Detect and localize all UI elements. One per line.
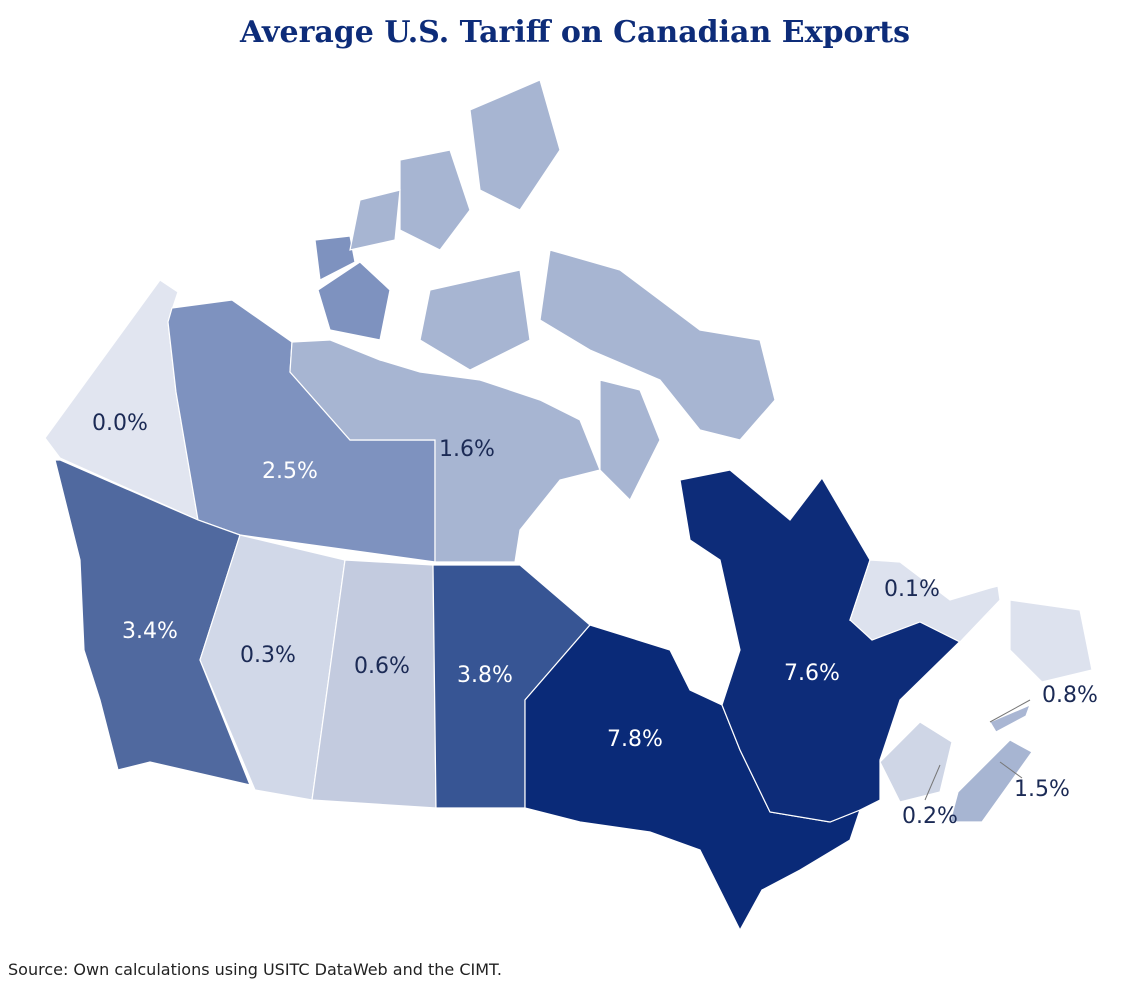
region-label: 0.3%: [240, 643, 296, 668]
region: [524, 624, 861, 932]
region: [349, 189, 401, 251]
region: [849, 559, 1001, 643]
region-label: 0.1%: [884, 577, 940, 602]
region: [289, 339, 601, 563]
leader-line: [924, 764, 941, 801]
region: [599, 379, 661, 502]
leader-line: [999, 761, 1023, 779]
region: [879, 721, 953, 803]
region: [199, 534, 346, 801]
region-label: 2.5%: [262, 459, 318, 484]
region-label: 1.6%: [439, 437, 495, 462]
leader-line: [989, 699, 1031, 723]
region-label: 0.8%: [1042, 683, 1098, 708]
source-note: Source: Own calculations using USITC Dat…: [8, 960, 502, 979]
region-label: 7.8%: [607, 727, 663, 752]
region: [679, 469, 996, 823]
region: [469, 79, 561, 211]
region: [1009, 599, 1093, 683]
region: [54, 459, 251, 786]
region-label: 3.4%: [122, 619, 178, 644]
region: [539, 249, 776, 441]
region: [317, 261, 391, 341]
region-label: 1.5%: [1014, 777, 1070, 802]
region-label: 3.8%: [457, 663, 513, 688]
region: [949, 739, 1033, 823]
region-label: 0.6%: [354, 654, 410, 679]
region: [399, 149, 471, 251]
region: [419, 269, 531, 371]
region: [314, 235, 356, 281]
region-label: 0.0%: [92, 411, 148, 436]
region: [989, 703, 1032, 733]
region-label: 7.6%: [784, 661, 840, 686]
map-title: Average U.S. Tariff on Canadian Exports: [239, 15, 910, 50]
region-label: 0.2%: [902, 804, 958, 829]
